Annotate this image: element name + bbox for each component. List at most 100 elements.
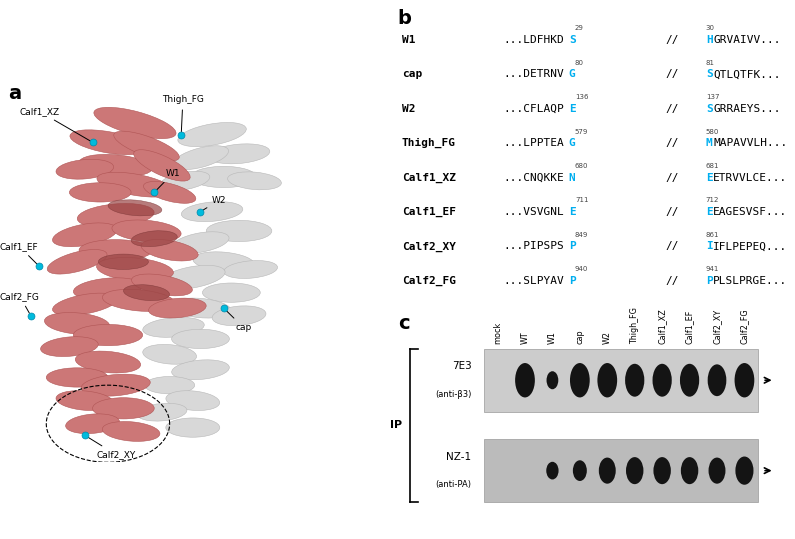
Text: Calf2_FG: Calf2_FG xyxy=(0,292,40,313)
Ellipse shape xyxy=(137,403,187,421)
Text: Thigh_FG: Thigh_FG xyxy=(630,307,639,344)
Text: (anti-β3): (anti-β3) xyxy=(435,390,471,399)
Ellipse shape xyxy=(131,274,192,296)
Text: ...LPPTEA: ...LPPTEA xyxy=(503,138,564,148)
Ellipse shape xyxy=(123,285,169,301)
Ellipse shape xyxy=(203,283,260,302)
Text: //: // xyxy=(665,70,679,79)
Ellipse shape xyxy=(178,122,246,147)
Ellipse shape xyxy=(166,418,219,437)
Text: ...VSVGNL: ...VSVGNL xyxy=(503,207,564,217)
Ellipse shape xyxy=(112,220,181,242)
Text: Calf1_EF: Calf1_EF xyxy=(0,242,39,264)
Ellipse shape xyxy=(515,363,535,397)
Text: //: // xyxy=(665,172,679,183)
Ellipse shape xyxy=(680,364,699,397)
Ellipse shape xyxy=(172,329,230,349)
Ellipse shape xyxy=(45,313,110,334)
Text: PLSLPRGE...: PLSLPRGE... xyxy=(713,276,787,286)
Text: ...PIPSPS: ...PIPSPS xyxy=(503,241,564,251)
Text: 81: 81 xyxy=(706,60,715,66)
Ellipse shape xyxy=(212,306,266,326)
Ellipse shape xyxy=(170,298,231,318)
Ellipse shape xyxy=(708,364,727,396)
Text: mock: mock xyxy=(493,322,502,344)
Text: 712: 712 xyxy=(706,197,719,203)
Text: E: E xyxy=(568,207,576,217)
Ellipse shape xyxy=(172,360,229,379)
Text: Calf2_FG: Calf2_FG xyxy=(740,309,749,344)
Ellipse shape xyxy=(73,278,142,300)
Ellipse shape xyxy=(573,460,587,481)
Ellipse shape xyxy=(99,254,149,270)
Text: ...SLPYAV: ...SLPYAV xyxy=(503,276,564,286)
Ellipse shape xyxy=(52,223,117,247)
Text: WT: WT xyxy=(521,331,529,344)
Text: 941: 941 xyxy=(706,266,719,272)
Text: GRVAIVV...: GRVAIVV... xyxy=(713,35,781,45)
Text: E: E xyxy=(568,104,576,114)
Text: EAGESVSF...: EAGESVSF... xyxy=(713,207,787,217)
Text: E: E xyxy=(706,207,712,217)
Ellipse shape xyxy=(92,398,154,419)
Text: cap: cap xyxy=(226,310,251,332)
Ellipse shape xyxy=(223,260,277,279)
Text: NZ-1: NZ-1 xyxy=(447,452,471,462)
Text: cap: cap xyxy=(401,70,422,79)
Ellipse shape xyxy=(546,371,558,389)
Ellipse shape xyxy=(161,265,225,289)
Ellipse shape xyxy=(96,258,173,281)
Text: G: G xyxy=(568,70,576,79)
Text: Calf1_EF: Calf1_EF xyxy=(685,310,694,344)
Ellipse shape xyxy=(653,364,672,397)
Text: a: a xyxy=(8,85,21,103)
Text: S: S xyxy=(568,35,576,45)
Text: W1: W1 xyxy=(401,35,415,45)
Text: H: H xyxy=(706,35,712,45)
Text: Calf2_XY: Calf2_XY xyxy=(401,241,456,252)
Ellipse shape xyxy=(227,172,281,190)
Text: G: G xyxy=(568,138,576,148)
Ellipse shape xyxy=(143,344,196,364)
Text: E: E xyxy=(706,172,712,183)
Text: 29: 29 xyxy=(575,25,584,31)
Text: 711: 711 xyxy=(575,197,588,203)
Text: 137: 137 xyxy=(706,94,719,100)
Text: W1: W1 xyxy=(156,169,180,190)
Ellipse shape xyxy=(103,421,160,441)
Ellipse shape xyxy=(597,363,617,397)
Ellipse shape xyxy=(149,298,206,318)
Ellipse shape xyxy=(143,317,204,337)
Ellipse shape xyxy=(47,250,107,274)
Text: W2: W2 xyxy=(203,196,227,210)
Text: //: // xyxy=(665,138,679,148)
Ellipse shape xyxy=(56,391,114,411)
Text: IFLPEPEQ...: IFLPEPEQ... xyxy=(713,241,787,251)
Text: b: b xyxy=(398,9,412,28)
Text: 861: 861 xyxy=(706,232,719,238)
Text: 680: 680 xyxy=(575,163,588,169)
Ellipse shape xyxy=(143,182,196,203)
Ellipse shape xyxy=(570,363,590,397)
Text: Calf2_XY: Calf2_XY xyxy=(87,437,136,459)
Text: IP: IP xyxy=(390,420,402,431)
Text: //: // xyxy=(665,104,679,114)
Ellipse shape xyxy=(73,324,142,345)
Ellipse shape xyxy=(181,202,242,222)
Text: Calf2_XY: Calf2_XY xyxy=(712,309,722,344)
Ellipse shape xyxy=(626,457,643,484)
Text: Thigh_FG: Thigh_FG xyxy=(401,138,456,148)
Text: GRRAEYS...: GRRAEYS... xyxy=(713,104,781,114)
Text: ...CFLAQP: ...CFLAQP xyxy=(503,104,564,114)
Text: 681: 681 xyxy=(706,163,719,169)
Text: ...LDFHKD: ...LDFHKD xyxy=(503,35,564,45)
Ellipse shape xyxy=(94,107,176,139)
Ellipse shape xyxy=(735,457,754,485)
Text: N: N xyxy=(568,172,576,183)
Text: 136: 136 xyxy=(575,94,588,100)
Ellipse shape xyxy=(653,457,671,484)
Ellipse shape xyxy=(134,150,190,181)
Ellipse shape xyxy=(208,144,270,164)
Text: MAPAVVLH...: MAPAVVLH... xyxy=(713,138,787,148)
Ellipse shape xyxy=(131,231,177,247)
